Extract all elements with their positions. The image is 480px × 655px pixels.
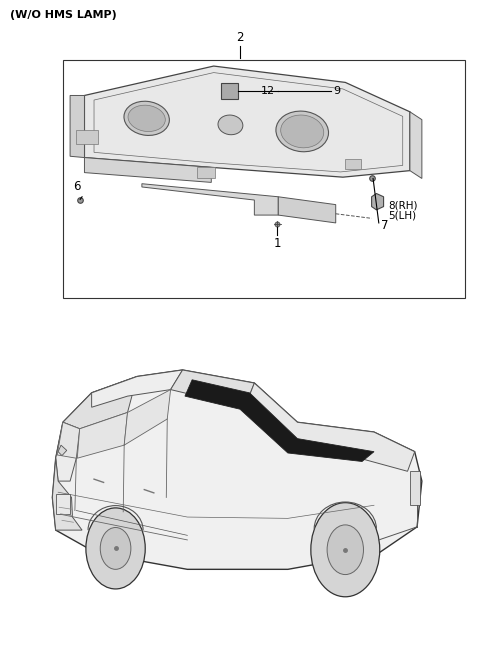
Polygon shape xyxy=(70,96,84,158)
Ellipse shape xyxy=(276,111,328,152)
Circle shape xyxy=(327,525,363,574)
Ellipse shape xyxy=(128,105,165,132)
Bar xyxy=(197,167,215,178)
Polygon shape xyxy=(124,390,170,445)
Polygon shape xyxy=(221,83,238,99)
Polygon shape xyxy=(52,370,422,569)
Ellipse shape xyxy=(124,102,169,136)
Bar xyxy=(56,494,70,514)
Polygon shape xyxy=(92,370,182,407)
Polygon shape xyxy=(142,183,278,215)
Bar xyxy=(76,130,98,145)
Text: 12: 12 xyxy=(261,86,276,96)
Text: 5(LH): 5(LH) xyxy=(388,211,417,221)
Polygon shape xyxy=(63,377,137,429)
Polygon shape xyxy=(56,422,80,481)
Text: 6: 6 xyxy=(73,180,81,193)
Circle shape xyxy=(311,502,380,597)
Bar xyxy=(63,60,465,298)
Text: 7: 7 xyxy=(381,219,389,232)
Text: 2: 2 xyxy=(236,31,244,44)
Polygon shape xyxy=(372,193,384,210)
Circle shape xyxy=(100,527,131,569)
Text: 8(RH): 8(RH) xyxy=(388,201,418,211)
Text: 1: 1 xyxy=(274,237,281,250)
Polygon shape xyxy=(84,66,410,177)
Text: 9: 9 xyxy=(333,86,340,96)
Bar xyxy=(410,472,420,505)
Polygon shape xyxy=(57,422,80,458)
Polygon shape xyxy=(52,458,82,530)
Polygon shape xyxy=(84,158,211,182)
Polygon shape xyxy=(410,112,422,178)
Polygon shape xyxy=(278,196,336,223)
Ellipse shape xyxy=(281,115,324,148)
Polygon shape xyxy=(185,380,374,462)
Bar xyxy=(345,159,360,170)
Ellipse shape xyxy=(218,115,243,135)
Polygon shape xyxy=(58,445,67,456)
Circle shape xyxy=(86,508,145,589)
Polygon shape xyxy=(77,413,128,458)
Polygon shape xyxy=(245,383,415,472)
Text: (W/O HMS LAMP): (W/O HMS LAMP) xyxy=(10,10,117,20)
Polygon shape xyxy=(170,370,254,407)
